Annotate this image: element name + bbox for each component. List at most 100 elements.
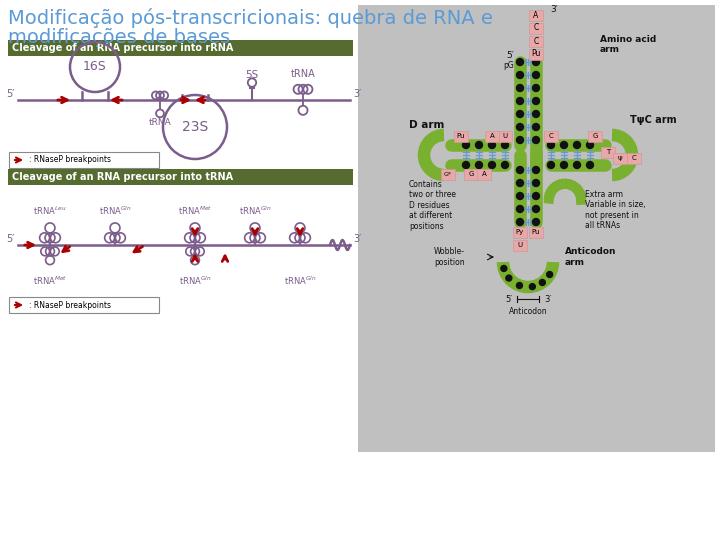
FancyBboxPatch shape — [529, 10, 543, 21]
Circle shape — [533, 137, 539, 144]
Circle shape — [533, 206, 539, 213]
Text: U: U — [518, 242, 523, 248]
Circle shape — [516, 71, 523, 78]
Text: Wobble-
position: Wobble- position — [434, 247, 465, 267]
Text: 3′: 3′ — [353, 89, 361, 99]
Circle shape — [533, 71, 539, 78]
Circle shape — [516, 192, 523, 199]
Text: 23S: 23S — [182, 120, 208, 134]
Text: G*: G* — [444, 172, 452, 177]
Text: Anticodon: Anticodon — [509, 307, 547, 316]
Circle shape — [529, 284, 536, 289]
Text: Contains
two or three
D residues
at different
positions: Contains two or three D residues at diff… — [409, 180, 456, 231]
Circle shape — [547, 141, 554, 149]
Text: A: A — [482, 171, 487, 177]
Text: T: T — [606, 149, 610, 155]
FancyBboxPatch shape — [8, 40, 353, 56]
Text: TψC arm: TψC arm — [630, 115, 677, 125]
Text: 16S: 16S — [83, 60, 107, 73]
Text: G: G — [468, 171, 474, 177]
Circle shape — [516, 179, 523, 186]
Circle shape — [475, 161, 482, 168]
Circle shape — [587, 141, 593, 149]
Text: tRNA$^{Gln}$: tRNA$^{Gln}$ — [99, 205, 131, 217]
Circle shape — [516, 282, 523, 288]
Text: Anticodon
arm: Anticodon arm — [565, 247, 616, 267]
Circle shape — [533, 124, 539, 131]
FancyBboxPatch shape — [588, 131, 602, 141]
Circle shape — [506, 275, 512, 281]
Circle shape — [462, 141, 469, 149]
Text: 3′: 3′ — [550, 5, 558, 15]
FancyBboxPatch shape — [9, 297, 159, 313]
Circle shape — [516, 166, 523, 173]
Circle shape — [516, 206, 523, 213]
FancyBboxPatch shape — [8, 169, 353, 185]
Text: pG: pG — [503, 60, 514, 70]
Text: Pu: Pu — [531, 50, 541, 58]
FancyBboxPatch shape — [529, 49, 543, 59]
Text: tRNA$^{Gln}$: tRNA$^{Gln}$ — [238, 205, 271, 217]
Text: tRNA$^{Met}$: tRNA$^{Met}$ — [178, 205, 212, 217]
Text: ψ: ψ — [618, 155, 622, 161]
FancyBboxPatch shape — [544, 131, 558, 141]
Text: tRNA$^{Leu}$: tRNA$^{Leu}$ — [33, 205, 67, 217]
Text: tRNA$^{Met}$: tRNA$^{Met}$ — [33, 275, 67, 287]
FancyBboxPatch shape — [498, 131, 512, 141]
Circle shape — [516, 137, 523, 144]
Text: Extra arm
Variable in size,
not present in
all tRNAs: Extra arm Variable in size, not present … — [585, 190, 646, 230]
Circle shape — [502, 141, 508, 149]
Text: 5S: 5S — [246, 70, 258, 80]
FancyBboxPatch shape — [627, 152, 641, 164]
Circle shape — [516, 219, 523, 226]
Text: 3′: 3′ — [544, 294, 552, 303]
FancyBboxPatch shape — [601, 146, 615, 158]
Text: tRNA$^{Gln}$: tRNA$^{Gln}$ — [284, 275, 316, 287]
Text: Pu: Pu — [532, 229, 540, 235]
Text: G: G — [593, 133, 598, 139]
Circle shape — [533, 84, 539, 91]
FancyBboxPatch shape — [529, 226, 543, 238]
FancyBboxPatch shape — [9, 152, 159, 168]
Text: : RNaseP breakpoints: : RNaseP breakpoints — [29, 300, 111, 309]
Circle shape — [516, 98, 523, 105]
Text: Cleavage of an RNA precursor into rRNA: Cleavage of an RNA precursor into rRNA — [12, 43, 233, 53]
Text: 5′: 5′ — [506, 51, 514, 60]
Circle shape — [488, 141, 495, 149]
FancyBboxPatch shape — [513, 226, 527, 238]
Circle shape — [516, 124, 523, 131]
FancyBboxPatch shape — [485, 131, 499, 141]
Circle shape — [587, 161, 593, 168]
Circle shape — [462, 161, 469, 168]
Circle shape — [501, 266, 507, 272]
FancyBboxPatch shape — [613, 152, 627, 164]
Circle shape — [546, 272, 553, 278]
Circle shape — [533, 192, 539, 199]
Text: 3′: 3′ — [353, 234, 361, 244]
Circle shape — [574, 161, 580, 168]
Circle shape — [516, 84, 523, 91]
Text: tRNA$^{Gln}$: tRNA$^{Gln}$ — [179, 275, 212, 287]
Circle shape — [516, 111, 523, 118]
Text: modificações de bases: modificações de bases — [8, 28, 230, 47]
Text: U: U — [503, 133, 508, 139]
Text: C: C — [549, 133, 554, 139]
Text: : RNaseP breakpoints: : RNaseP breakpoints — [29, 156, 111, 165]
FancyBboxPatch shape — [477, 168, 491, 179]
Text: A: A — [534, 10, 539, 19]
FancyBboxPatch shape — [358, 5, 715, 452]
Text: tRNA: tRNA — [148, 118, 171, 127]
Text: 5′: 5′ — [505, 294, 512, 303]
Text: D arm: D arm — [409, 120, 444, 130]
Text: Py: Py — [516, 229, 524, 235]
Text: A: A — [490, 133, 495, 139]
FancyBboxPatch shape — [454, 131, 468, 141]
Circle shape — [533, 166, 539, 173]
Circle shape — [516, 58, 523, 65]
Text: Modificação pós-transcricionais: quebra de RNA e: Modificação pós-transcricionais: quebra … — [8, 8, 493, 28]
Text: C: C — [534, 24, 539, 32]
Circle shape — [533, 179, 539, 186]
Circle shape — [539, 280, 545, 286]
Circle shape — [560, 161, 567, 168]
FancyBboxPatch shape — [464, 168, 478, 179]
